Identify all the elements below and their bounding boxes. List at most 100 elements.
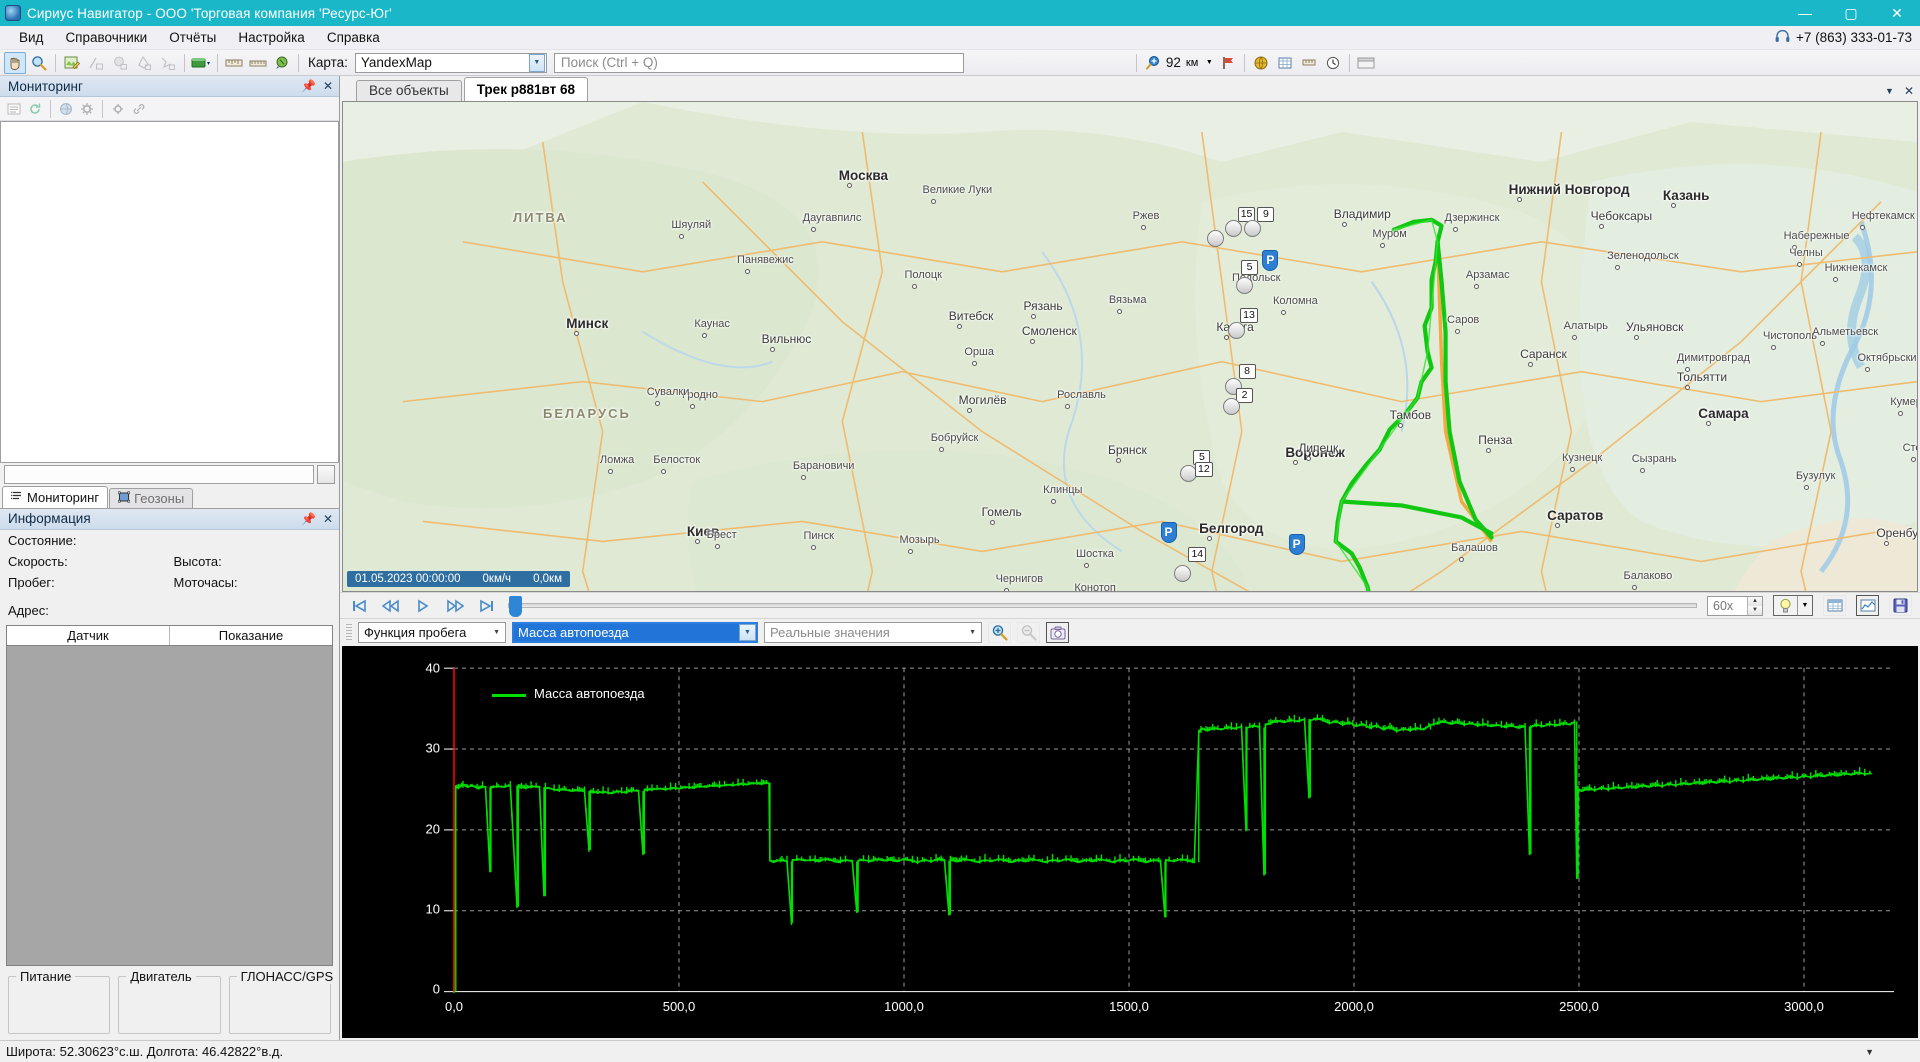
map-marker-group[interactable] — [1224, 219, 1242, 237]
sensor-table-body[interactable] — [7, 645, 332, 965]
table-icon[interactable] — [1823, 595, 1846, 617]
status-dropdown-icon[interactable]: ▼ — [1865, 1046, 1874, 1057]
camera-icon[interactable] — [1046, 622, 1069, 644]
geo-tools-icon[interactable] — [271, 52, 293, 74]
globe-icon[interactable] — [1250, 52, 1272, 74]
layers-icon[interactable] — [190, 52, 212, 74]
groupbox-gnss-label: ГЛОНАСС/GPS — [236, 969, 338, 984]
map-marker-badge[interactable]: 5 — [1240, 259, 1258, 275]
tab-track[interactable]: Трек р881вт 68 — [463, 76, 588, 101]
pin-icon[interactable]: 📌 — [301, 511, 316, 526]
menu-item-vid[interactable]: Вид — [19, 30, 44, 45]
monitoring-filter-input[interactable] — [4, 465, 314, 484]
zoom-value: 92 — [1165, 55, 1181, 70]
measure-line-icon[interactable] — [85, 52, 107, 74]
settings2-icon[interactable] — [109, 100, 127, 118]
map-city-dot — [679, 233, 685, 239]
map-city-dot — [654, 400, 660, 406]
tab-all-objects[interactable]: Все объекты — [356, 79, 462, 101]
ruler-icon[interactable] — [1298, 52, 1320, 74]
maximize-button[interactable]: ▢ — [1844, 4, 1858, 21]
grid-icon[interactable] — [1274, 52, 1296, 74]
map-marker-group[interactable] — [1222, 397, 1240, 415]
playback-slider[interactable] — [508, 596, 1697, 618]
playback-speed-input[interactable]: 60x ▲ ▼ — [1707, 595, 1763, 616]
map-marker-badge[interactable]: 9 — [1257, 206, 1275, 222]
map-marker-group[interactable] — [1206, 229, 1224, 247]
gear-icon[interactable] — [78, 100, 96, 118]
map-marker-badge[interactable]: 2 — [1236, 387, 1254, 403]
close-icon[interactable]: ✕ — [322, 511, 334, 526]
zoom-dropdown-icon[interactable]: ▼ — [1205, 59, 1213, 66]
map-marker-badge[interactable]: 13 — [1240, 307, 1258, 323]
window-icon[interactable] — [1355, 52, 1377, 74]
chevron-down-icon[interactable]: ▼ — [1797, 596, 1812, 616]
minimize-button[interactable]: — — [1798, 5, 1812, 21]
magnifier-icon[interactable] — [28, 52, 50, 74]
edit-map-icon[interactable] — [61, 52, 83, 74]
monitoring-filter-button[interactable] — [317, 465, 335, 484]
pin-icon[interactable]: 📌 — [301, 79, 316, 93]
chevron-down-icon[interactable]: ▼ — [493, 629, 500, 637]
chevron-down-icon[interactable]: ▼ — [528, 53, 545, 72]
chart-icon[interactable] — [1856, 595, 1879, 617]
menu-item-spravochniki[interactable]: Справочники — [65, 30, 148, 45]
play-button[interactable] — [412, 596, 434, 616]
flag-icon[interactable] — [1217, 52, 1239, 74]
function-select[interactable]: Функция пробега ▼ — [358, 622, 506, 644]
map-marker-group[interactable] — [1173, 564, 1191, 582]
highlight-tool-group[interactable]: ▼ — [1773, 595, 1813, 617]
save-icon[interactable] — [1889, 595, 1912, 617]
fast-forward-button[interactable] — [444, 596, 466, 616]
tab-geozones[interactable]: Геозоны — [109, 487, 194, 508]
close-icon[interactable]: ✕ — [322, 79, 334, 93]
zoom-target-icon[interactable] — [1142, 52, 1164, 74]
close-button[interactable]: ✕ — [1891, 4, 1903, 21]
go-to-end-button[interactable] — [476, 596, 498, 616]
step-back-button[interactable] — [380, 596, 402, 616]
map-marker-parking[interactable]: P — [1288, 533, 1305, 555]
map-marker-parking[interactable]: P — [1262, 249, 1279, 271]
zoom-out-icon[interactable] — [1017, 622, 1040, 644]
toolbar-grip[interactable] — [346, 623, 352, 642]
clock-icon[interactable] — [1322, 52, 1344, 74]
ruler-h-icon[interactable] — [223, 52, 245, 74]
map-select[interactable]: YandexMap ▼ — [354, 52, 547, 73]
playback-slider-thumb[interactable] — [509, 596, 522, 618]
hand-pan-icon[interactable] — [4, 51, 26, 74]
polygon-icon[interactable] — [133, 52, 155, 74]
bulb-icon[interactable] — [1774, 596, 1797, 616]
spin-arrows[interactable]: ▲ ▼ — [1747, 596, 1762, 615]
sensor-table[interactable]: Датчик Показание — [6, 624, 333, 966]
list-icon[interactable] — [5, 100, 23, 118]
close-icon[interactable]: ✕ — [1903, 83, 1914, 98]
map-marker-group[interactable] — [1227, 321, 1245, 339]
map-marker-group[interactable] — [1236, 276, 1254, 294]
refresh-icon[interactable] — [26, 100, 44, 118]
link-icon[interactable] — [130, 100, 148, 118]
values-select[interactable]: Реальные значения ▼ — [764, 622, 982, 644]
tab-monitoring[interactable]: Мониторинг — [2, 485, 109, 508]
map-marker-parking[interactable]: P — [1160, 521, 1177, 543]
polyline-icon[interactable] — [157, 52, 179, 74]
rewind-to-start-button[interactable] — [348, 596, 370, 616]
chevron-down-icon[interactable]: ▼ — [739, 624, 756, 642]
map-view[interactable]: ЛИТВА БЕЛАРУСЬ Москва Воронеж Белгород Минс… — [342, 100, 1918, 593]
globe-icon[interactable] — [57, 100, 75, 118]
map-marker-group[interactable] — [1244, 219, 1262, 237]
menu-item-otchety[interactable]: Отчёты — [169, 30, 217, 45]
chart-view[interactable]: 0 10 20 30 40 0,0 500,0 1000,0 1500,0 2000,0 2500,… — [342, 646, 1918, 1039]
monitoring-tree[interactable] — [0, 121, 339, 463]
chevron-down-icon[interactable]: ▼ — [1885, 85, 1894, 96]
ruler-v-icon[interactable] — [247, 52, 269, 74]
map-marker-badge[interactable]: 14 — [1188, 546, 1207, 562]
sensor-select[interactable]: Масса автопоезда ▼ — [512, 622, 758, 644]
menu-item-nastroika[interactable]: Настройка — [238, 30, 305, 45]
measure-circle-icon[interactable] — [109, 52, 131, 74]
map-marker-badge[interactable]: 8 — [1238, 363, 1256, 379]
map-marker-badge[interactable]: 12 — [1195, 461, 1213, 477]
chevron-down-icon[interactable]: ▼ — [969, 629, 976, 637]
search-input[interactable]: Поиск (Ctrl + Q) — [553, 52, 964, 73]
menu-item-spravka[interactable]: Справка — [326, 30, 380, 45]
zoom-in-icon[interactable] — [988, 622, 1011, 644]
